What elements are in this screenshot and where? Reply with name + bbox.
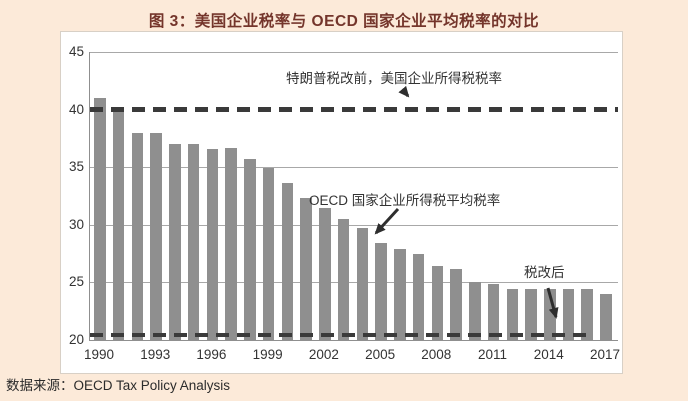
gridline-30 <box>90 224 618 226</box>
y-tick-20: 20 <box>68 332 84 347</box>
bar-1999 <box>262 168 275 340</box>
x-tick-1996: 1996 <box>196 347 227 362</box>
y-tick-40: 40 <box>68 101 84 117</box>
bar-1990 <box>94 98 106 340</box>
data-source-note: 数据来源：OECD Tax Policy Analysis <box>6 378 231 393</box>
bar-1995 <box>187 144 200 340</box>
bar-2011 <box>487 283 500 340</box>
reference-line-0 <box>90 107 618 113</box>
y-tick-30: 30 <box>68 216 84 232</box>
bar-2010 <box>469 282 481 340</box>
x-tick-2008: 2008 <box>421 347 452 362</box>
bar-2001 <box>300 198 312 340</box>
annotation-oecd-average-rate: OECD 国家企业所得税平均税率 <box>309 193 501 208</box>
bar-1992 <box>131 132 144 340</box>
chart-panel: 特朗普税改前，美国企业所得税税率 OECD 国家企业所得税平均税率 税改后 20… <box>60 31 623 374</box>
bar-2005 <box>375 243 387 340</box>
bar-2000 <box>281 183 294 340</box>
y-tick-25: 25 <box>68 274 84 290</box>
bar-2015 <box>562 289 575 340</box>
gridline-45 <box>90 52 618 53</box>
bar-1993 <box>150 132 162 340</box>
bar-2003 <box>337 219 350 340</box>
bar-2006 <box>394 249 406 340</box>
x-tick-1993: 1993 <box>140 347 171 362</box>
bar-1994 <box>169 144 181 340</box>
x-tick-2002: 2002 <box>308 347 339 362</box>
chart-title: 图 3：美国企业税率与 OECD 国家企业平均税率的对比 <box>148 13 540 30</box>
bar-1997 <box>225 147 237 340</box>
bar-1991 <box>112 109 125 340</box>
x-tick-2011: 2011 <box>478 347 508 362</box>
annotation-pre-reform-rate: 特朗普税改前，美国企业所得税税率 <box>286 71 502 86</box>
bar-1996 <box>206 148 219 340</box>
annotation-post-reform: 税改后 <box>524 265 565 280</box>
x-tick-1990: 1990 <box>83 347 115 362</box>
x-tick-2005: 2005 <box>365 347 396 362</box>
reference-line-1 <box>90 333 589 338</box>
bar-2009 <box>450 268 462 340</box>
bar-2007 <box>412 253 425 340</box>
bar-2013 <box>525 289 537 340</box>
x-tick-1999: 1999 <box>252 347 283 362</box>
bar-2017 <box>600 293 612 340</box>
bar-2004 <box>356 228 369 340</box>
x-tick-2014: 2014 <box>533 347 564 362</box>
y-tick-35: 35 <box>68 159 84 175</box>
gridline-25 <box>90 282 618 284</box>
bar-2016 <box>581 289 593 340</box>
gridline-35 <box>90 167 618 169</box>
bar-2012 <box>506 289 519 340</box>
bar-2002 <box>319 207 331 340</box>
x-tick-2017: 2017 <box>589 347 620 362</box>
bar-2008 <box>431 266 444 340</box>
bar-2014 <box>544 289 556 340</box>
bar-1998 <box>244 159 256 340</box>
y-tick-45: 45 <box>68 44 84 59</box>
